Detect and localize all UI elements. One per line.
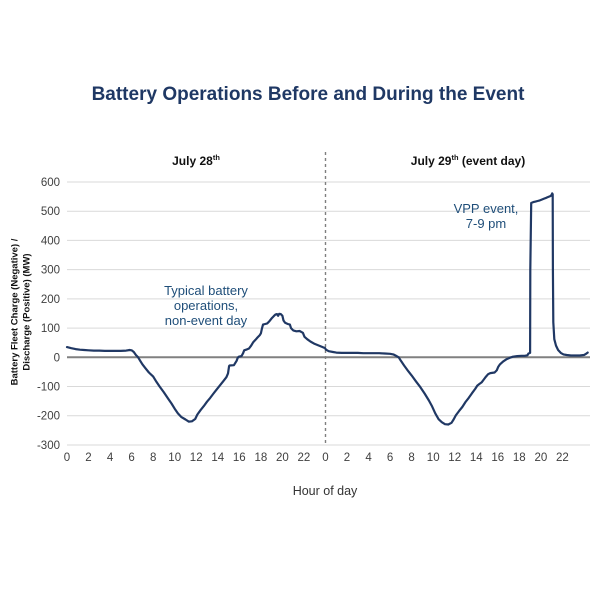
y-tick-label: 200 xyxy=(41,294,60,306)
day2-label: July 29th (event day) xyxy=(411,153,525,168)
x-tick-label: 22 xyxy=(556,452,569,464)
x-tick-label: 16 xyxy=(491,452,504,464)
x-tick-label: 0 xyxy=(64,452,70,464)
x-axis-title: Hour of day xyxy=(292,484,358,498)
y-tick-label: -200 xyxy=(37,411,60,423)
x-tick-label: 10 xyxy=(168,452,181,464)
y-axis-title: Battery Fleet Charge (Negative) / Discha… xyxy=(10,239,33,386)
x-tick-label: 20 xyxy=(276,452,289,464)
x-tick-label: 14 xyxy=(470,452,483,464)
x-tick-label: 8 xyxy=(150,452,156,464)
y-tick-label: 600 xyxy=(41,177,60,189)
day2-label-text: July 29 xyxy=(410,154,452,168)
battery-output-line xyxy=(65,192,589,426)
y-axis-title-line2: Discharge (Positive) (MW) xyxy=(21,253,32,371)
x-tick-label: 4 xyxy=(107,452,114,464)
annotation-line: operations, xyxy=(173,298,239,313)
typical-operations-annotation: Typical battery operations, non-event da… xyxy=(164,283,248,328)
x-tick-label: 10 xyxy=(427,452,440,464)
x-tick-label: 8 xyxy=(408,452,414,464)
x-tick-label: 2 xyxy=(344,452,350,464)
x-tick-label: 16 xyxy=(233,452,246,464)
x-tick-label: 18 xyxy=(255,452,268,464)
annotation-line: VPP event, xyxy=(453,201,519,216)
x-tick-label: 0 xyxy=(322,452,328,464)
vpp-event-annotation: VPP event, 7-9 pm xyxy=(454,201,519,231)
x-tick-label: 12 xyxy=(190,452,203,464)
y-tick-label: -300 xyxy=(37,440,60,452)
y-tick-label: 0 xyxy=(54,352,60,364)
x-tick-label: 2 xyxy=(85,452,91,464)
x-tick-label: 6 xyxy=(387,452,393,464)
x-tick-label: 18 xyxy=(513,452,526,464)
x-tick-label: 20 xyxy=(535,452,548,464)
y-tick-label: 100 xyxy=(41,323,60,335)
y-tick-label: 300 xyxy=(41,265,60,277)
x-tick-label: 22 xyxy=(298,452,311,464)
chart-title: Battery Operations Before and During the… xyxy=(91,84,525,105)
x-tick-label: 4 xyxy=(365,452,372,464)
day1-label-text: July 28 xyxy=(172,154,213,168)
annotation-line: Typical battery xyxy=(164,283,248,298)
x-tick-label: 6 xyxy=(128,452,134,464)
x-tick-label: 14 xyxy=(211,452,224,464)
day1-label: July 28th xyxy=(172,153,220,168)
y-tick-label: 400 xyxy=(41,235,60,247)
annotation-line: 7-9 pm xyxy=(465,216,507,231)
day2-label-superscript: th xyxy=(451,153,459,162)
day2-label-suffix: (event day) xyxy=(458,154,526,168)
day1-label-superscript: th xyxy=(212,153,220,162)
x-tick-label: 12 xyxy=(448,452,461,464)
y-tick-label: 500 xyxy=(41,206,60,218)
annotation-line: non-event day xyxy=(164,313,248,328)
y-tick-label: -100 xyxy=(37,382,60,394)
y-axis-title-line1: Battery Fleet Charge (Negative) / xyxy=(9,238,21,386)
